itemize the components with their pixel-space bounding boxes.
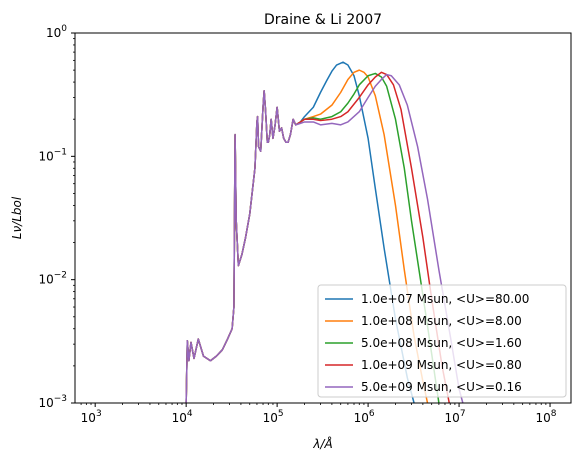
y-axis-ticks: 10−3 10−2 10−1 100 [38,24,75,410]
legend-label-4: 1.0e+09 Msun, <U>=0.80 [361,358,522,372]
series-layer [185,61,464,403]
legend-label-5: 5.0e+09 Msun, <U>=0.16 [361,380,522,394]
y-axis-label: Lν/Lbol [10,196,24,239]
x-tick-label: 103 [81,409,102,425]
x-tick-label: 108 [536,409,557,425]
x-tick-label: 104 [172,409,193,425]
x-tick-label: 105 [263,409,284,425]
legend-label-1: 1.0e+07 Msun, <U>=80.00 [361,292,529,306]
legend-label-2: 1.0e+08 Msun, <U>=8.00 [361,314,522,328]
x-axis-label: λ/Å [312,436,332,451]
x-axis-ticks: 103 104 105 106 107 108 [81,403,557,425]
series-line-5 [185,73,464,403]
legend: 1.0e+07 Msun, <U>=80.00 1.0e+08 Msun, <U>… [317,284,567,398]
y-tick-label: 100 [46,24,67,40]
legend-label-3: 5.0e+08 Msun, <U>=1.60 [361,336,522,350]
plot-frame [74,32,572,404]
x-tick-label: 107 [445,409,466,425]
chart-title: Draine & Li 2007 [264,12,382,28]
y-tick-label: 10−1 [38,147,67,163]
y-tick-label: 10−3 [38,394,67,410]
x-tick-label: 106 [354,409,375,425]
y-tick-label: 10−2 [38,271,67,287]
legend-box [317,284,567,398]
